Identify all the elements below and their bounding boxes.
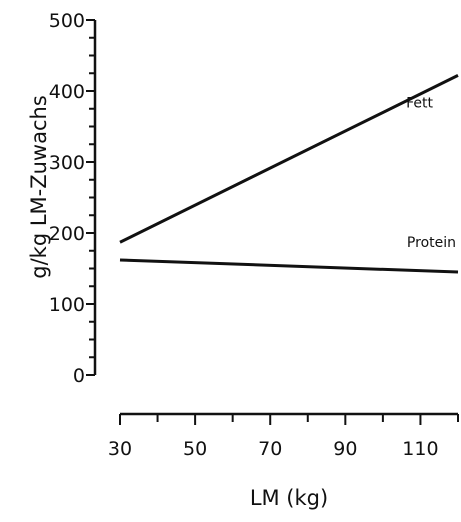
y-axis-title: g/kg LM-Zuwachs [27, 95, 51, 279]
y-tick-label: 300 [49, 152, 85, 174]
series-line-fett [119, 74, 459, 244]
series-layer: Fett Protein [119, 74, 459, 274]
x-tick-label: 70 [258, 438, 282, 460]
x-axis: 30 50 70 90 110 [108, 412, 459, 460]
x-axis-title: LM (kg) [250, 486, 328, 510]
series-label-fett: Fett [406, 95, 433, 111]
series-line-protein [119, 258, 459, 274]
y-tick-label: 0 [73, 365, 85, 387]
x-tick-label: 30 [108, 438, 132, 460]
x-tick-label: 50 [183, 438, 207, 460]
y-tick-label: 500 [49, 10, 85, 32]
series-label-protein: Protein [407, 235, 456, 251]
y-tick-label: 400 [49, 81, 85, 103]
x-tick-label: 110 [402, 438, 438, 460]
x-tick-label: 90 [333, 438, 357, 460]
y-tick-label: 200 [49, 223, 85, 245]
y-tick-label: 100 [49, 294, 85, 316]
y-axis: 0 100 200 300 400 500 [49, 10, 97, 387]
